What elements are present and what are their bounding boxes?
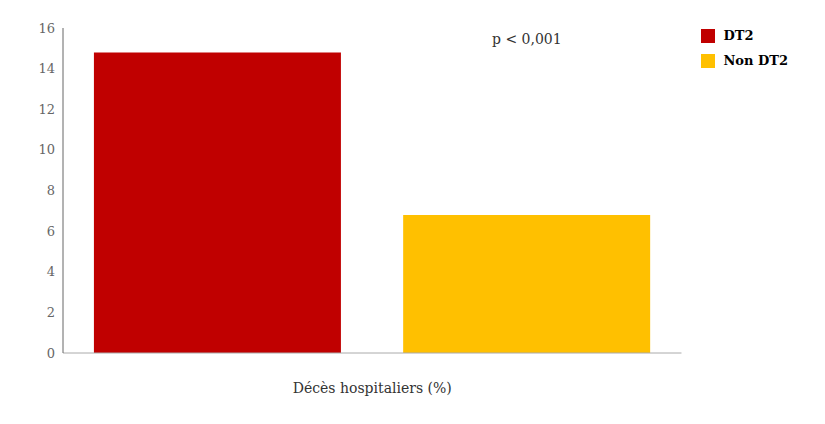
svg-text:6: 6 [47, 224, 55, 239]
svg-text:12: 12 [38, 102, 55, 117]
svg-text:0: 0 [47, 346, 55, 361]
svg-text:14: 14 [38, 61, 55, 76]
html-text:DT2: DT2 [723, 28, 754, 43]
svg-text:16: 16 [38, 21, 55, 36]
html-text:Non DT2: Non DT2 [723, 53, 788, 68]
svg-text:2: 2 [47, 305, 55, 320]
svg-text:8: 8 [47, 183, 55, 198]
svg-text:Décès hospitaliers (%): Décès hospitaliers (%) [293, 380, 452, 396]
svg-text:10: 10 [38, 142, 55, 157]
svg-text:4: 4 [47, 264, 55, 279]
svg-text:p < 0,001: p < 0,001 [492, 31, 562, 47]
